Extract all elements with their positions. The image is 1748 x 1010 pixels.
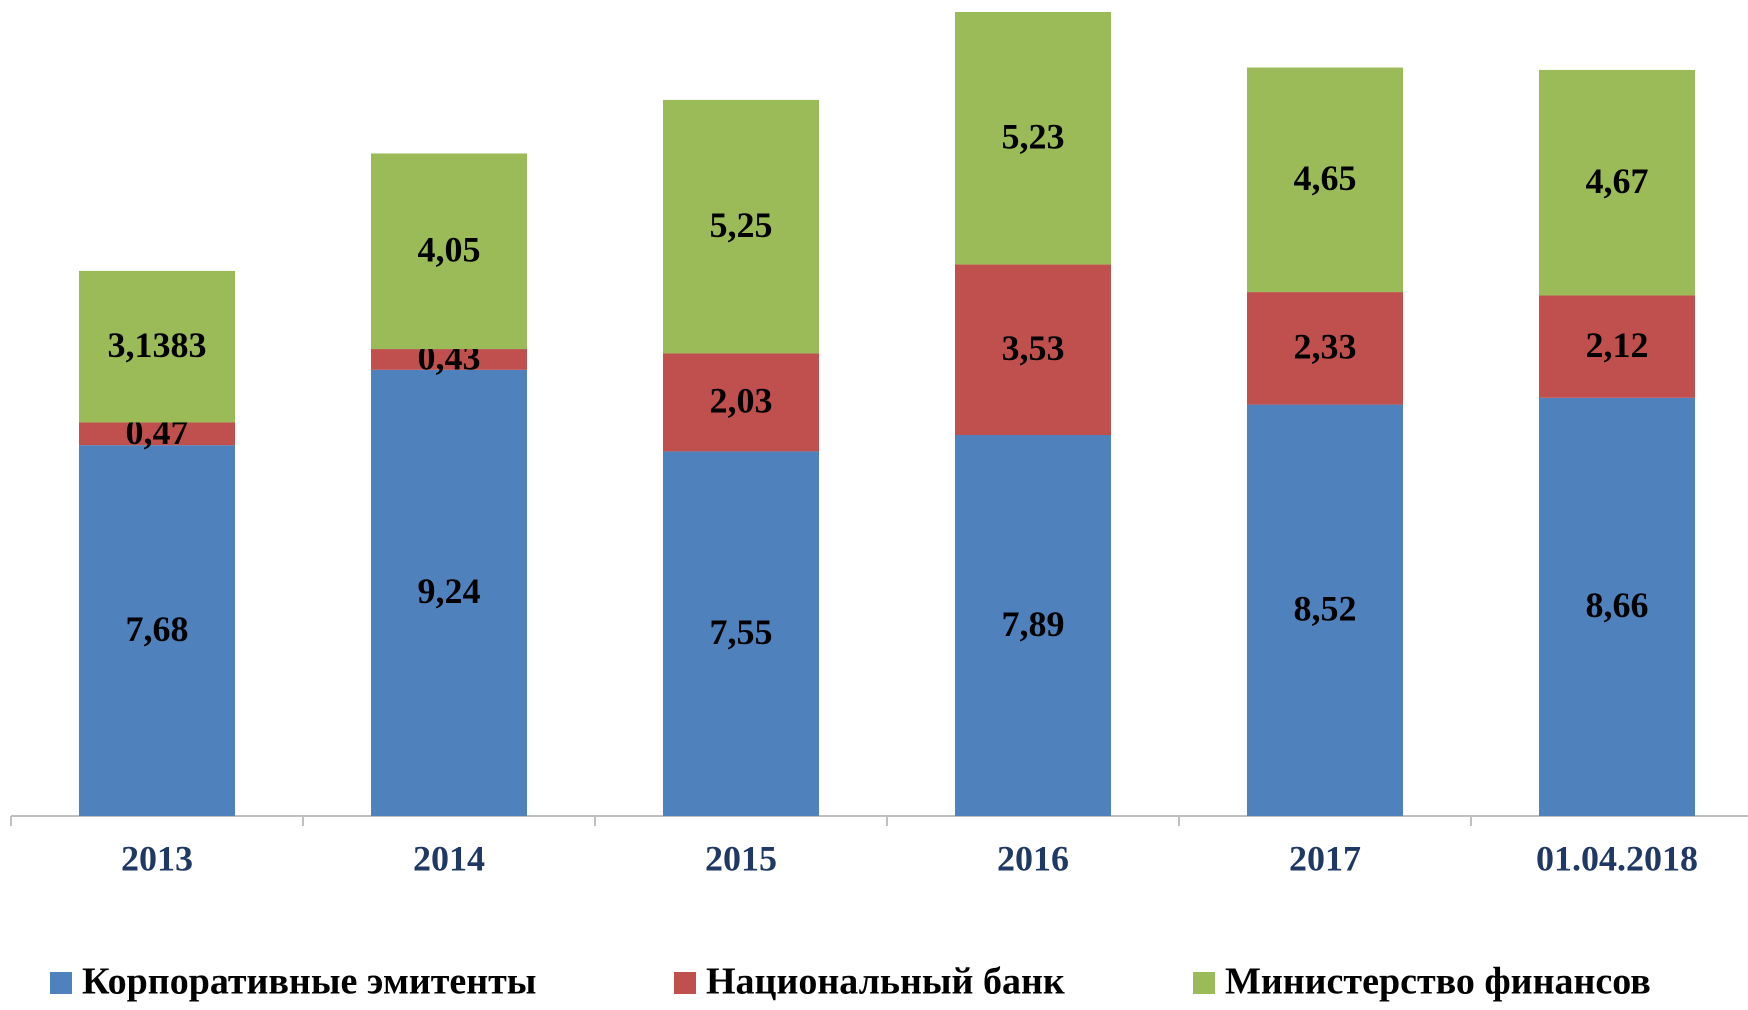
bar-segment — [663, 353, 819, 452]
bar-segment — [955, 12, 1111, 265]
legend-swatch — [674, 972, 696, 994]
bar-segment — [1247, 67, 1403, 293]
x-tick-label: 2016 — [997, 838, 1069, 878]
data-label: 5,25 — [710, 205, 773, 245]
bar-segment — [371, 153, 527, 350]
data-label: 7,68 — [126, 609, 189, 649]
data-label: 9,24 — [418, 571, 481, 611]
data-label: 3,53 — [1002, 328, 1065, 368]
bar-segment — [1539, 397, 1695, 816]
data-label: 8,66 — [1586, 585, 1649, 625]
data-label: 7,89 — [1002, 604, 1065, 644]
bar-segment — [79, 445, 235, 816]
bar-segment — [79, 422, 235, 446]
x-tick-label: 2017 — [1289, 838, 1361, 878]
bar-segment — [955, 435, 1111, 816]
data-label: 2,03 — [710, 381, 773, 421]
data-label: 3,1383 — [108, 325, 207, 365]
bar-segment — [371, 369, 527, 816]
bar-segment — [371, 349, 527, 370]
bar-segment — [663, 451, 819, 816]
bar-segment — [79, 270, 235, 423]
x-tick-label: 2013 — [121, 838, 193, 878]
data-label: 4,67 — [1586, 161, 1649, 201]
x-tick-label: 2015 — [705, 838, 777, 878]
bar-segment — [1539, 69, 1695, 296]
bar-segment — [955, 264, 1111, 436]
x-tick-label: 01.04.2018 — [1536, 838, 1698, 878]
data-label: 4,05 — [418, 230, 481, 270]
bar-segment — [1247, 292, 1403, 405]
bar-segment — [663, 99, 819, 354]
x-tick-label: 2014 — [413, 838, 485, 878]
data-label: 4,65 — [1294, 158, 1357, 198]
bar-segment — [1247, 404, 1403, 816]
data-label: 8,52 — [1294, 589, 1357, 629]
data-label: 5,23 — [1002, 117, 1065, 157]
legend-label: Министерство финансов — [1225, 961, 1651, 1003]
data-label: 2,12 — [1586, 325, 1649, 365]
bar-segment — [1539, 295, 1695, 398]
legend-swatch — [1193, 972, 1215, 994]
legend-swatch — [50, 972, 72, 994]
legend-label: Корпоративные эмитенты — [82, 961, 536, 1003]
data-label: 7,55 — [710, 612, 773, 652]
legend-label: Национальный банк — [706, 961, 1065, 1003]
data-label: 2,33 — [1294, 327, 1357, 367]
